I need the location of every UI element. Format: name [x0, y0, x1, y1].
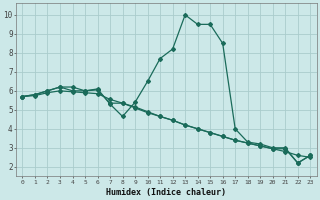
X-axis label: Humidex (Indice chaleur): Humidex (Indice chaleur)	[106, 188, 226, 197]
